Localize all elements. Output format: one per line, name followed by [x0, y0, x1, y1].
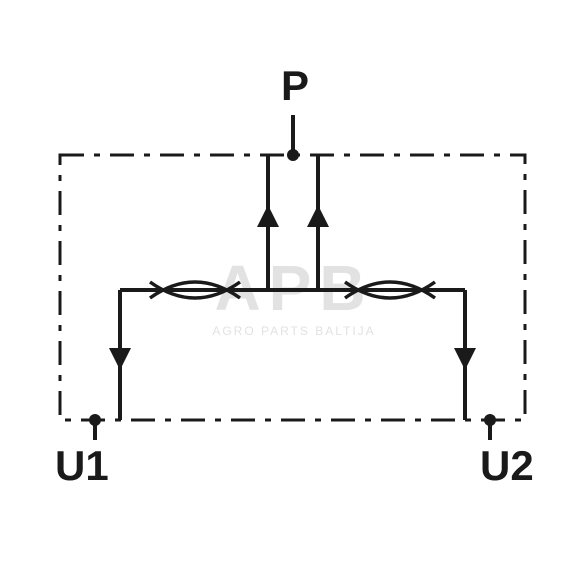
hydraulic-schematic: APB AGRO PARTS BALTIJA P U1 U2: [0, 0, 588, 588]
port-label-p: P: [281, 62, 309, 109]
watermark-subtitle: AGRO PARTS BALTIJA: [212, 324, 375, 338]
arrow-right-down: [454, 348, 476, 370]
arrow-mid-right-up: [307, 205, 329, 227]
junction-u2: [484, 414, 496, 426]
junction-u1: [89, 414, 101, 426]
port-label-u1: U1: [55, 442, 109, 489]
arrow-left-down: [109, 348, 131, 370]
junction-p: [287, 149, 299, 161]
arrow-mid-left-up: [257, 205, 279, 227]
port-label-u2: U2: [480, 442, 534, 489]
